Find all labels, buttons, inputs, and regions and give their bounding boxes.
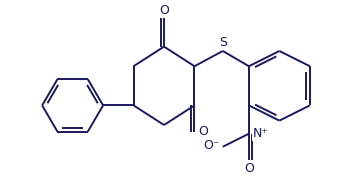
Text: O: O	[244, 162, 254, 175]
Text: S: S	[219, 36, 227, 49]
Text: O: O	[198, 125, 208, 138]
Text: N⁺: N⁺	[253, 127, 269, 140]
Text: O⁻: O⁻	[203, 139, 220, 152]
Text: O: O	[159, 4, 169, 17]
